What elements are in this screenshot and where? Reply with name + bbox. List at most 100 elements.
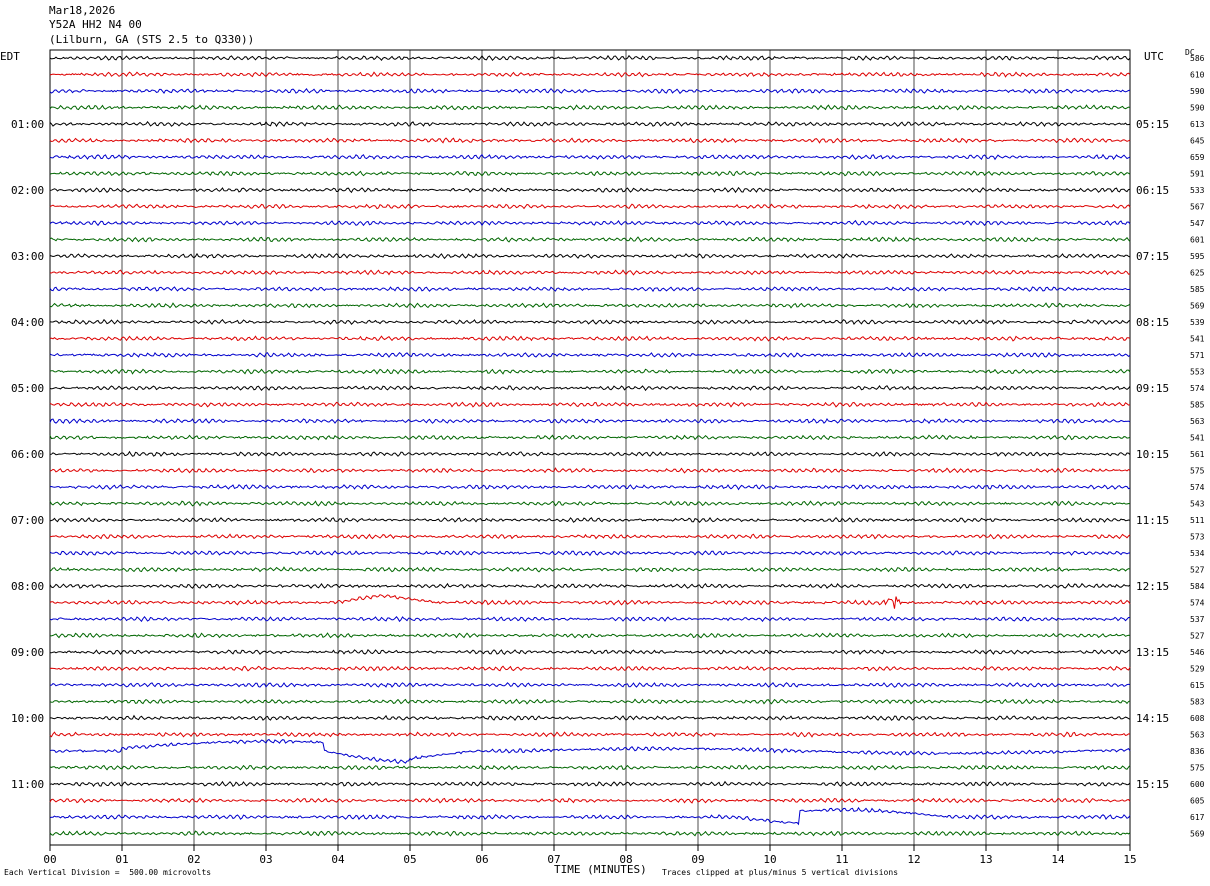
dc-offset-label: 546 <box>1190 648 1205 657</box>
dc-offset-label: 605 <box>1190 797 1205 806</box>
dc-offset-label: 537 <box>1190 615 1205 624</box>
dc-offset-label: 511 <box>1190 516 1205 525</box>
left-hour-label: 11:00 <box>11 778 44 791</box>
dc-offset-label: 574 <box>1190 599 1205 608</box>
dc-offset-label: 625 <box>1190 269 1205 278</box>
seismic-trace-44 <box>49 764 1131 771</box>
dc-offset-label: 571 <box>1190 351 1205 360</box>
seismic-trace-9 <box>49 186 1131 194</box>
seismic-trace-38 <box>49 665 1131 672</box>
right-hour-label: 13:15 <box>1136 646 1169 659</box>
dc-offset-label: 585 <box>1190 401 1205 410</box>
dc-offset-label: 617 <box>1190 813 1205 822</box>
seismic-trace-7 <box>49 153 1131 161</box>
dc-offset-label: 563 <box>1190 731 1205 740</box>
dc-offset-label: 527 <box>1190 632 1205 641</box>
left-axis-label: EDT <box>0 50 20 63</box>
seismic-trace-18 <box>49 335 1131 342</box>
x-tick-label: 08 <box>619 853 632 866</box>
dc-offset-label: 590 <box>1190 104 1205 113</box>
dc-offset-label: 575 <box>1190 764 1205 773</box>
seismic-trace-45 <box>49 780 1131 788</box>
seismic-trace-35 <box>49 615 1130 623</box>
x-tick-label: 05 <box>403 853 416 866</box>
seismic-trace-33 <box>49 582 1131 590</box>
x-tick-label: 06 <box>475 853 488 866</box>
seismic-trace-2 <box>49 71 1131 78</box>
dc-offset-label: 574 <box>1190 483 1205 492</box>
seismic-trace-27 <box>49 483 1131 491</box>
dc-offset-label: 575 <box>1190 467 1205 476</box>
right-hour-label: 10:15 <box>1136 448 1169 461</box>
dc-offset-label: 539 <box>1190 318 1205 327</box>
seismic-trace-32 <box>49 566 1131 573</box>
dc-offset-label: 591 <box>1190 170 1205 179</box>
scale-note: Each Vertical Division = 500.00 microvol… <box>4 868 212 877</box>
dc-offset-label: 563 <box>1190 417 1205 426</box>
left-hour-label: 04:00 <box>11 316 44 329</box>
dc-offset-label: 543 <box>1190 500 1205 509</box>
dc-offset-label: 541 <box>1190 434 1205 443</box>
right-hour-label: 15:15 <box>1136 778 1169 791</box>
seismic-trace-3 <box>49 87 1131 95</box>
x-tick-label: 11 <box>835 853 848 866</box>
seismic-trace-5 <box>49 120 1131 128</box>
right-hour-label: 12:15 <box>1136 580 1169 593</box>
seismic-trace-26 <box>49 467 1131 474</box>
x-tick-label: 14 <box>1051 853 1065 866</box>
seismic-trace-41 <box>50 714 1131 721</box>
seismic-trace-10 <box>49 203 1131 210</box>
left-hour-label: 02:00 <box>11 184 44 197</box>
seismic-trace-29 <box>49 516 1131 524</box>
right-hour-label: 06:15 <box>1136 184 1169 197</box>
x-tick-label: 00 <box>43 853 56 866</box>
x-tick-label: 04 <box>331 853 345 866</box>
seismic-trace-48 <box>49 830 1131 837</box>
plot-frame <box>49 49 1131 846</box>
dc-offset-label: 561 <box>1190 450 1205 459</box>
seismic-trace-1 <box>49 54 1131 61</box>
seismic-trace-39 <box>49 682 1131 688</box>
seismic-trace-15 <box>49 286 1131 293</box>
left-hour-label: 10:00 <box>11 712 44 725</box>
x-tick-label: 07 <box>547 853 560 866</box>
header-station: Y52A HH2 N4 00 <box>49 18 142 31</box>
right-hour-label: 11:15 <box>1136 514 1169 527</box>
seismic-trace-16 <box>49 302 1131 309</box>
seismic-trace-36 <box>49 632 1131 639</box>
left-hour-label: 06:00 <box>11 448 44 461</box>
dc-offset-label: 601 <box>1190 236 1205 245</box>
seismic-trace-34 <box>49 594 1131 609</box>
dc-offset-label: 585 <box>1190 285 1205 294</box>
dc-offset-label: 590 <box>1190 87 1205 96</box>
dc-offset-label: 547 <box>1190 219 1205 228</box>
seismic-trace-22 <box>49 401 1131 408</box>
left-hour-label: 08:00 <box>11 580 44 593</box>
seismic-trace-42 <box>49 731 1131 738</box>
x-axis-title: TIME (MINUTES) <box>554 863 647 876</box>
seismic-trace-28 <box>49 500 1131 507</box>
dc-offset-label: 659 <box>1190 153 1205 162</box>
seismic-trace-46 <box>49 797 1131 804</box>
dc-offset-label: 583 <box>1190 698 1205 707</box>
header-date: Mar18,2026 <box>49 4 116 17</box>
right-hour-label: 07:15 <box>1136 250 1169 263</box>
x-tick-label: 12 <box>907 853 920 866</box>
left-hour-label: 01:00 <box>11 118 44 131</box>
x-tick-label: 13 <box>979 853 992 866</box>
seismic-trace-4 <box>49 104 1131 111</box>
dc-offset-label: 534 <box>1190 549 1205 558</box>
seismic-trace-6 <box>49 137 1131 144</box>
seismic-trace-13 <box>49 252 1131 260</box>
dc-offset-label: 529 <box>1190 665 1205 674</box>
clip-note: Traces clipped at plus/minus 5 vertical … <box>662 868 899 877</box>
dc-offset-label: 836 <box>1190 747 1205 756</box>
dc-offset-label: 527 <box>1190 566 1205 575</box>
x-tick-label: 09 <box>691 853 704 866</box>
left-hour-label: 05:00 <box>11 382 44 395</box>
dc-offset-label: 595 <box>1190 252 1205 261</box>
dc-label: DC <box>1185 48 1195 57</box>
right-hour-label: 09:15 <box>1136 382 1169 395</box>
seismic-trace-31 <box>49 550 1131 557</box>
